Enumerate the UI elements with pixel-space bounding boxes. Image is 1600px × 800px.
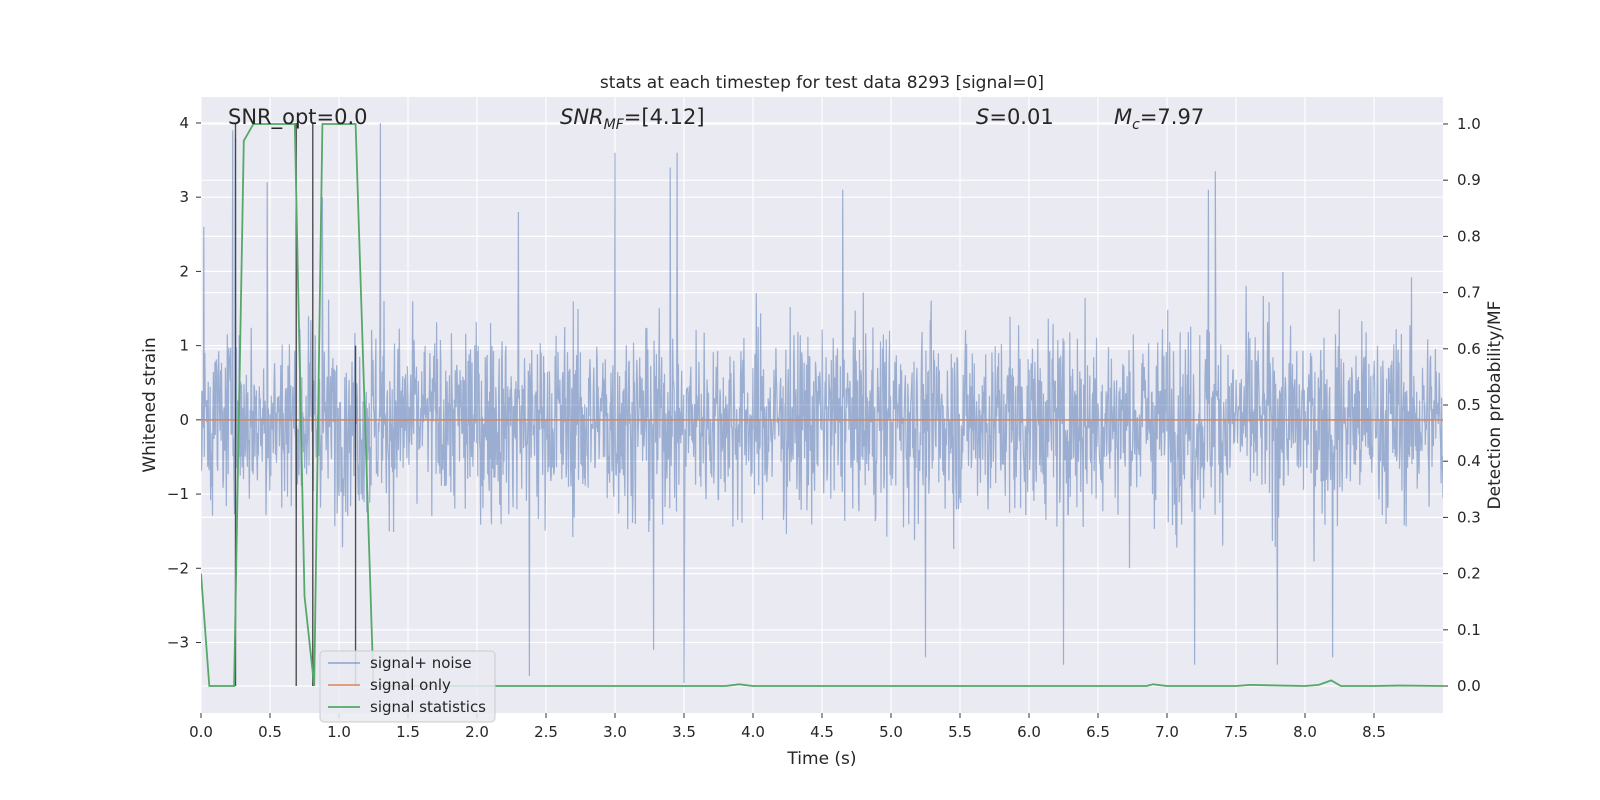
- chart-title: stats at each timestep for test data 829…: [600, 73, 1044, 93]
- x-tick-label: 4.0: [741, 723, 765, 741]
- x-tick-label: 0.0: [189, 723, 213, 741]
- legend-label-signal-noise: signal+ noise: [370, 654, 472, 672]
- x-tick-label: 2.0: [465, 723, 489, 741]
- x-tick-label: 0.5: [258, 723, 282, 741]
- y-tick-label: 0: [179, 411, 189, 429]
- y2-tick-label: 0.9: [1457, 171, 1481, 189]
- y-tick-label: −3: [167, 633, 189, 651]
- x-tick-label: 1.5: [396, 723, 420, 741]
- annotation-snr-mf-label: SNR: [560, 105, 604, 129]
- signal-noise-series: [201, 122, 1443, 684]
- x-axis-ticks: 0.0 0.5 1.0 1.5 2.0 2.5 3.0 3.5 4.0 4.5 5.0 5.5 6.0 6…: [189, 713, 1386, 741]
- annotation-mc-value: =7.97: [1140, 105, 1204, 129]
- x-tick-label: 7.5: [1224, 723, 1248, 741]
- y-axis-ticks: −3 −2 −1 0 1 2 3 4: [167, 114, 201, 651]
- annotation-snr-mf: SNRMF=[4.12]: [560, 105, 705, 133]
- x-tick-label: 7.0: [1155, 723, 1179, 741]
- y-tick-label: 2: [179, 262, 189, 280]
- x-axis-label: Time (s): [786, 749, 856, 769]
- y2-tick-label: 0.2: [1457, 565, 1481, 583]
- y-tick-label: −2: [167, 559, 189, 577]
- annotation-mc-label: M: [1114, 105, 1132, 129]
- x-tick-label: 8.5: [1362, 723, 1386, 741]
- x-tick-label: 3.5: [672, 723, 696, 741]
- legend-box: [319, 650, 496, 723]
- signal-statistics-series: [201, 123, 1443, 687]
- legend-label-signal-statistics: signal statistics: [370, 698, 486, 716]
- y2-tick-label: 0.4: [1457, 452, 1481, 470]
- annotation-mc: Mc=7.97: [1114, 105, 1204, 133]
- annotation-snr-mf-sub: MF: [604, 117, 625, 133]
- y2-tick-label: 0.0: [1457, 677, 1481, 695]
- y2-tick-label: 0.3: [1457, 508, 1481, 526]
- annotation-mc-sub: c: [1132, 117, 1140, 133]
- annotation-snr-mf-value: =[4.12]: [624, 105, 705, 129]
- y2-tick-label: 0.1: [1457, 621, 1481, 639]
- legend: signal+ noise signal only signal statist…: [319, 650, 496, 723]
- annotation-s-value: =0.01: [989, 105, 1053, 129]
- x-tick-label: 1.0: [327, 723, 351, 741]
- y2-tick-label: 0.5: [1457, 396, 1481, 414]
- y2-tick-label: 0.7: [1457, 284, 1481, 302]
- y-tick-label: 3: [179, 188, 189, 206]
- annotation-snr-opt: SNR_opt=0.0: [228, 105, 368, 130]
- y-tick-label: 4: [179, 114, 189, 132]
- y-tick-label: 1: [179, 337, 189, 355]
- y2-axis-label: Detection probability/MF: [1485, 301, 1505, 510]
- y2-axis-ticks: 0.0 0.1 0.2 0.3 0.4 0.5 0.6 0.7 0.8 0.9 1.0: [1443, 115, 1481, 695]
- x-tick-label: 5.0: [879, 723, 903, 741]
- x-tick-label: 3.0: [603, 723, 627, 741]
- x-tick-label: 2.5: [534, 723, 558, 741]
- x-tick-label: 6.5: [1086, 723, 1110, 741]
- legend-label-signal-only: signal only: [370, 676, 451, 694]
- y2-tick-label: 0.6: [1457, 340, 1481, 358]
- y2-tick-label: 1.0: [1457, 115, 1481, 133]
- y-axis-label: Whitened strain: [140, 337, 160, 472]
- x-tick-label: 8.0: [1293, 723, 1317, 741]
- annotation-s-label: S: [976, 105, 989, 129]
- y-tick-label: −1: [167, 485, 189, 503]
- y2-tick-label: 0.8: [1457, 227, 1481, 245]
- x-tick-label: 5.5: [948, 723, 972, 741]
- annotation-s: S=0.01: [976, 105, 1054, 129]
- x-tick-label: 4.5: [810, 723, 834, 741]
- x-tick-label: 6.0: [1017, 723, 1041, 741]
